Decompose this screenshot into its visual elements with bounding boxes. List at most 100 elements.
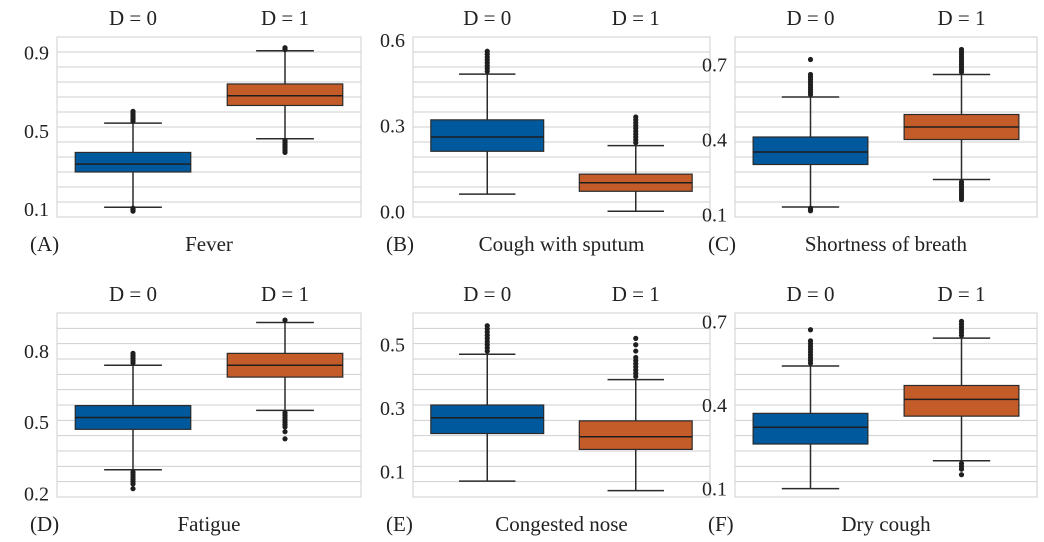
outlier-point [958,179,965,185]
panel-title: Dry cough [841,512,931,536]
y-tick-label: 0.8 [24,341,49,363]
iqr-box [430,119,545,152]
outlier-point [130,469,136,475]
iqr-box [752,136,869,166]
outlier-point [958,318,965,324]
outlier-point [633,335,639,341]
panel-title: Shortness of breath [805,232,968,256]
outlier-point [282,317,288,323]
y-tick-label: 0.9 [24,43,49,65]
outlier-point [958,472,965,478]
panel-b: 0.0 0.3 0.6 D = 0 D = 1 (B) Cough with sputum [380,6,711,256]
outlier-point [958,46,965,53]
y-tick-label: 0.4 [702,130,727,152]
outlier-point [807,71,814,78]
iqr-box [752,412,869,445]
y-tick-label: 0.7 [702,311,727,333]
outlier-point [633,348,639,354]
category-label: D = 0 [786,282,834,306]
box-d0 [430,48,545,195]
category-label: D = 1 [937,6,985,30]
iqr-box [578,420,693,451]
outlier-point [130,350,136,356]
plot-frame [734,312,1038,498]
box-d1 [226,317,344,442]
y-tick-label: 0.3 [380,398,405,420]
plot-frame [734,36,1038,218]
category-label: D = 0 [109,6,157,30]
iqr-box [903,384,1020,417]
outlier-point [130,486,136,492]
y-tick-label: 0.1 [702,479,727,501]
outlier-point [807,56,814,63]
outlier-point [130,108,136,114]
box-d0 [74,350,192,492]
outlier-point [282,45,288,51]
box-d1 [578,335,693,492]
outlier-point [130,205,136,211]
panel-d: 0.2 0.5 0.8 D = 0 D = 1 (D) Fatigue [24,282,362,536]
box-d0 [74,108,192,214]
y-tick-label: 0.4 [702,395,727,417]
box-d1 [903,46,1020,203]
y-tick-label: 0.6 [380,30,405,52]
outlier-point [282,436,288,442]
box-d1 [578,114,693,213]
category-label: D = 1 [612,6,660,30]
outlier-point [282,429,288,435]
outlier-point [484,48,490,54]
panel-tag: (E) [386,512,413,536]
panel-e: 0.1 0.3 0.5 D = 0 D = 1 (E) Congested nose [380,282,711,536]
y-tick-label: 0.3 [380,116,405,138]
y-tick-label: 0.7 [702,55,727,77]
box-d0 [752,327,869,490]
outlier-point [958,460,965,467]
category-label: D = 1 [261,6,309,30]
panel-tag: (C) [708,232,736,256]
outlier-point [282,410,288,416]
outlier-point [807,205,814,211]
panel-title: Cough with sputum [479,232,645,256]
category-label: D = 1 [612,282,660,306]
category-label: D = 0 [786,6,834,30]
y-tick-label: 0.5 [24,412,49,434]
category-label: D = 1 [937,282,985,306]
category-label: D = 1 [261,282,309,306]
category-label: D = 0 [463,282,511,306]
outlier-point [633,342,639,348]
outlier-point [282,138,288,144]
y-tick-label: 0.0 [380,201,405,223]
plot-frame [412,312,711,498]
iqr-box [226,83,344,107]
outlier-point [484,323,490,329]
panel-title: Fatigue [178,512,241,536]
y-tick-label: 0.1 [24,199,49,221]
panel-f: 0.1 0.4 0.7 D = 0 D = 1 (F) Dry cough [702,282,1038,536]
outlier-point [807,338,814,344]
outlier-point [633,354,639,361]
plot-frame [56,36,362,218]
panel-tag: (B) [386,232,414,256]
outlier-point [633,114,639,120]
outlier-point [807,327,814,333]
category-label: D = 0 [463,6,511,30]
panel-title: Congested nose [495,512,627,536]
y-tick-label: 0.1 [380,462,405,484]
panel-tag: (A) [30,232,59,256]
plot-frame [56,312,362,498]
plot-frame [412,36,711,218]
panel-c: 0.1 0.4 0.7 D = 0 D = 1 (C) Shortness of breat… [702,6,1038,256]
box-d1 [226,45,344,156]
y-tick-label: 0.2 [24,483,49,505]
panel-tag: (D) [30,512,59,536]
iqr-box [430,404,545,435]
y-tick-label: 0.5 [380,335,405,357]
panel-a: 0.1 0.5 0.9 D = 0 D = 1 (A) Fever [24,6,362,256]
category-label: D = 0 [109,282,157,306]
box-d0 [752,56,869,214]
box-d0 [430,323,545,482]
panel-tag: (F) [708,512,734,536]
panel-title: Fever [185,232,233,256]
y-tick-label: 0.5 [24,121,49,143]
